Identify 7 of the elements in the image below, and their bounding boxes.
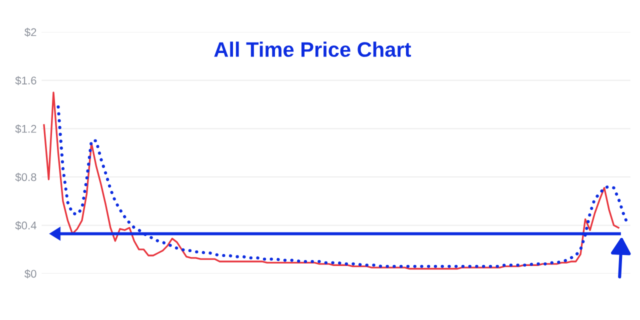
chart-title: All Time Price Chart [214,42,412,57]
y-tick-label: $2 [24,28,36,37]
y-tick-label: $1.2 [15,124,36,134]
y-tick-label: $0.8 [15,172,36,182]
y-tick-label: $1.6 [15,76,36,86]
y-tick-label: $0.4 [15,221,36,230]
y-tick-label: $0 [24,269,36,278]
